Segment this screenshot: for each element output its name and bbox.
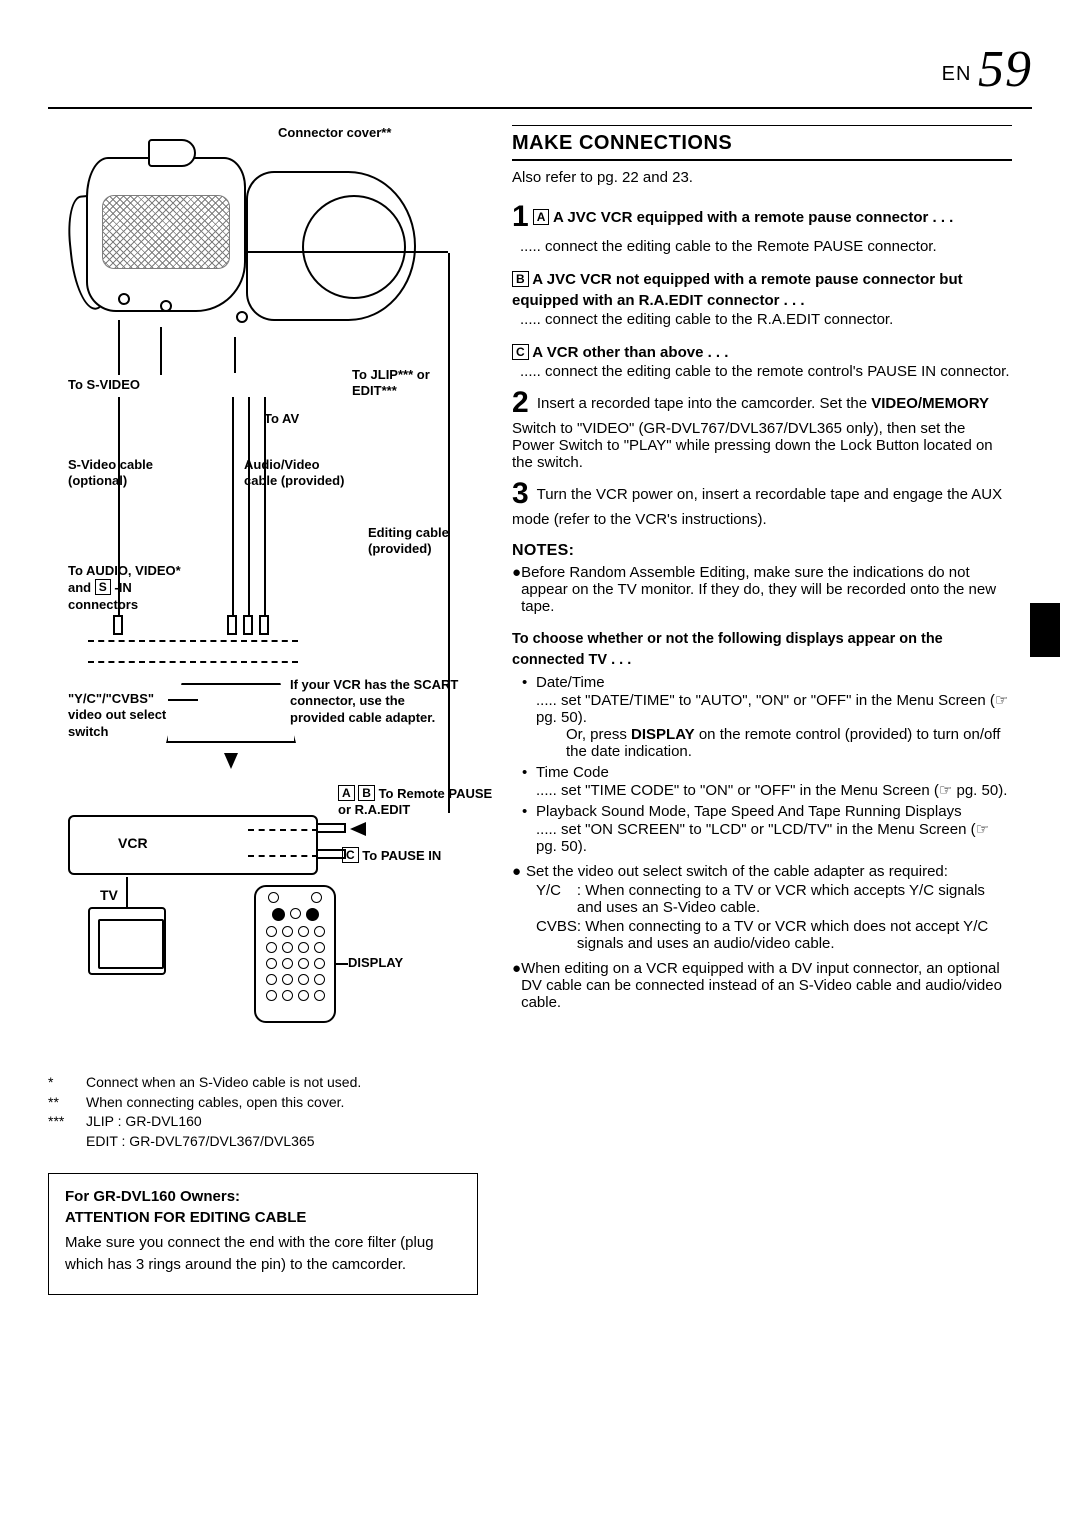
- cvbs-line: CVBS: When connecting to a TV or VCR whi…: [536, 918, 1012, 952]
- label-scart: If your VCR has the SCART connector, use…: [290, 677, 460, 726]
- step1-A-body: ..... connect the editing cable to the R…: [520, 238, 1012, 255]
- connection-diagram: Connector cover** To S-VIDEO To JLIP*** …: [48, 125, 468, 1055]
- label-audio-video-in: To AUDIO, VIDEO* and S -IN connectors: [68, 563, 198, 613]
- page-prefix: EN: [942, 63, 972, 85]
- page-number: EN 59: [48, 40, 1032, 99]
- label-to-av: To AV: [264, 411, 299, 427]
- editing-cable-box: For GR-DVL160 Owners: ATTENTION FOR EDIT…: [48, 1173, 478, 1295]
- page-tab: [1030, 603, 1060, 657]
- dt-label: Date/Time: [536, 674, 605, 691]
- pb-label: Playback Sound Mode, Tape Speed And Tape…: [536, 803, 962, 820]
- tv-box: [88, 907, 166, 975]
- label-to-svideo: To S-VIDEO: [68, 377, 140, 393]
- choose-header: To choose whether or not the following d…: [512, 629, 1012, 670]
- step1-B: B A JVC VCR not equipped with a remote p…: [512, 269, 1012, 311]
- note-dv: When editing on a VCR equipped with a DV…: [521, 960, 1012, 1011]
- step1-A: 1A A JVC VCR equipped with a remote paus…: [512, 196, 1012, 238]
- step3: 3 Turn the VCR power on, insert a record…: [512, 477, 1012, 528]
- label-connector-cover: Connector cover**: [278, 125, 391, 141]
- step2: 2 Insert a recorded tape into the camcor…: [512, 386, 1012, 471]
- label-tv: TV: [100, 887, 118, 903]
- pb-body: ..... set "ON SCREEN" to "LCD" or "LCD/T…: [536, 820, 1012, 855]
- editbox-title2: ATTENTION FOR EDITING CABLE: [65, 1209, 461, 1226]
- vcr-box: [68, 815, 318, 875]
- tc-body: ..... set "TIME CODE" to "ON" or "OFF" i…: [536, 781, 1012, 799]
- tc-label: Time Code: [536, 764, 609, 781]
- label-vcr: VCR: [118, 835, 148, 851]
- label-to-remote: A B To Remote PAUSE or R.A.EDIT: [338, 785, 498, 819]
- editbox-title1: For GR-DVL160 Owners:: [65, 1188, 461, 1205]
- footnote-3a: JLIP : GR-DVL160: [86, 1112, 202, 1132]
- yc-line: Y/C: When connecting to a TV or VCR whic…: [536, 882, 1012, 916]
- camcorder-drawing: [58, 135, 408, 345]
- label-svideo-cable: S-Video cable (optional): [68, 457, 158, 490]
- footnote-2: When connecting cables, open this cover.: [86, 1093, 344, 1113]
- label-to-pausein: C To PAUSE IN: [342, 847, 482, 864]
- also-refer: Also refer to pg. 22 and 23.: [512, 167, 1012, 188]
- editbox-body: Make sure you connect the end with the c…: [65, 1232, 461, 1276]
- dt-body1: ..... set "DATE/TIME" to "AUTO", "ON" or…: [536, 691, 1012, 726]
- dt-body2: Or, press DISPLAY on the remote control …: [536, 726, 1012, 760]
- page-num: 59: [978, 41, 1032, 98]
- footnote-1: Connect when an S-Video cable is not use…: [86, 1073, 361, 1093]
- label-to-jlip: To JLIP*** or EDIT***: [352, 367, 452, 400]
- top-rule: [48, 107, 1032, 109]
- label-editing-cable: Editing cable (provided): [368, 525, 458, 558]
- step1-B-body: ..... connect the editing cable to the R…: [520, 311, 1012, 328]
- footnotes: *Connect when an S-Video cable is not us…: [48, 1073, 488, 1151]
- remote-control: [254, 885, 336, 1023]
- step1-C-body: ..... connect the editing cable to the r…: [520, 363, 1012, 380]
- step1-C: C A VCR other than above . . .: [512, 342, 1012, 363]
- note-1: Before Random Assemble Editing, make sur…: [521, 564, 1012, 615]
- footnote-3b: EDIT : GR-DVL767/DVL367/DVL365: [86, 1132, 315, 1152]
- notes-header: NOTES:: [512, 542, 1012, 560]
- label-av-cable: Audio/Video cable (provided): [244, 457, 354, 490]
- label-display: DISPLAY: [348, 955, 403, 971]
- section-title: MAKE CONNECTIONS: [512, 132, 1012, 155]
- note-switch: Set the video out select switch of the c…: [526, 863, 948, 880]
